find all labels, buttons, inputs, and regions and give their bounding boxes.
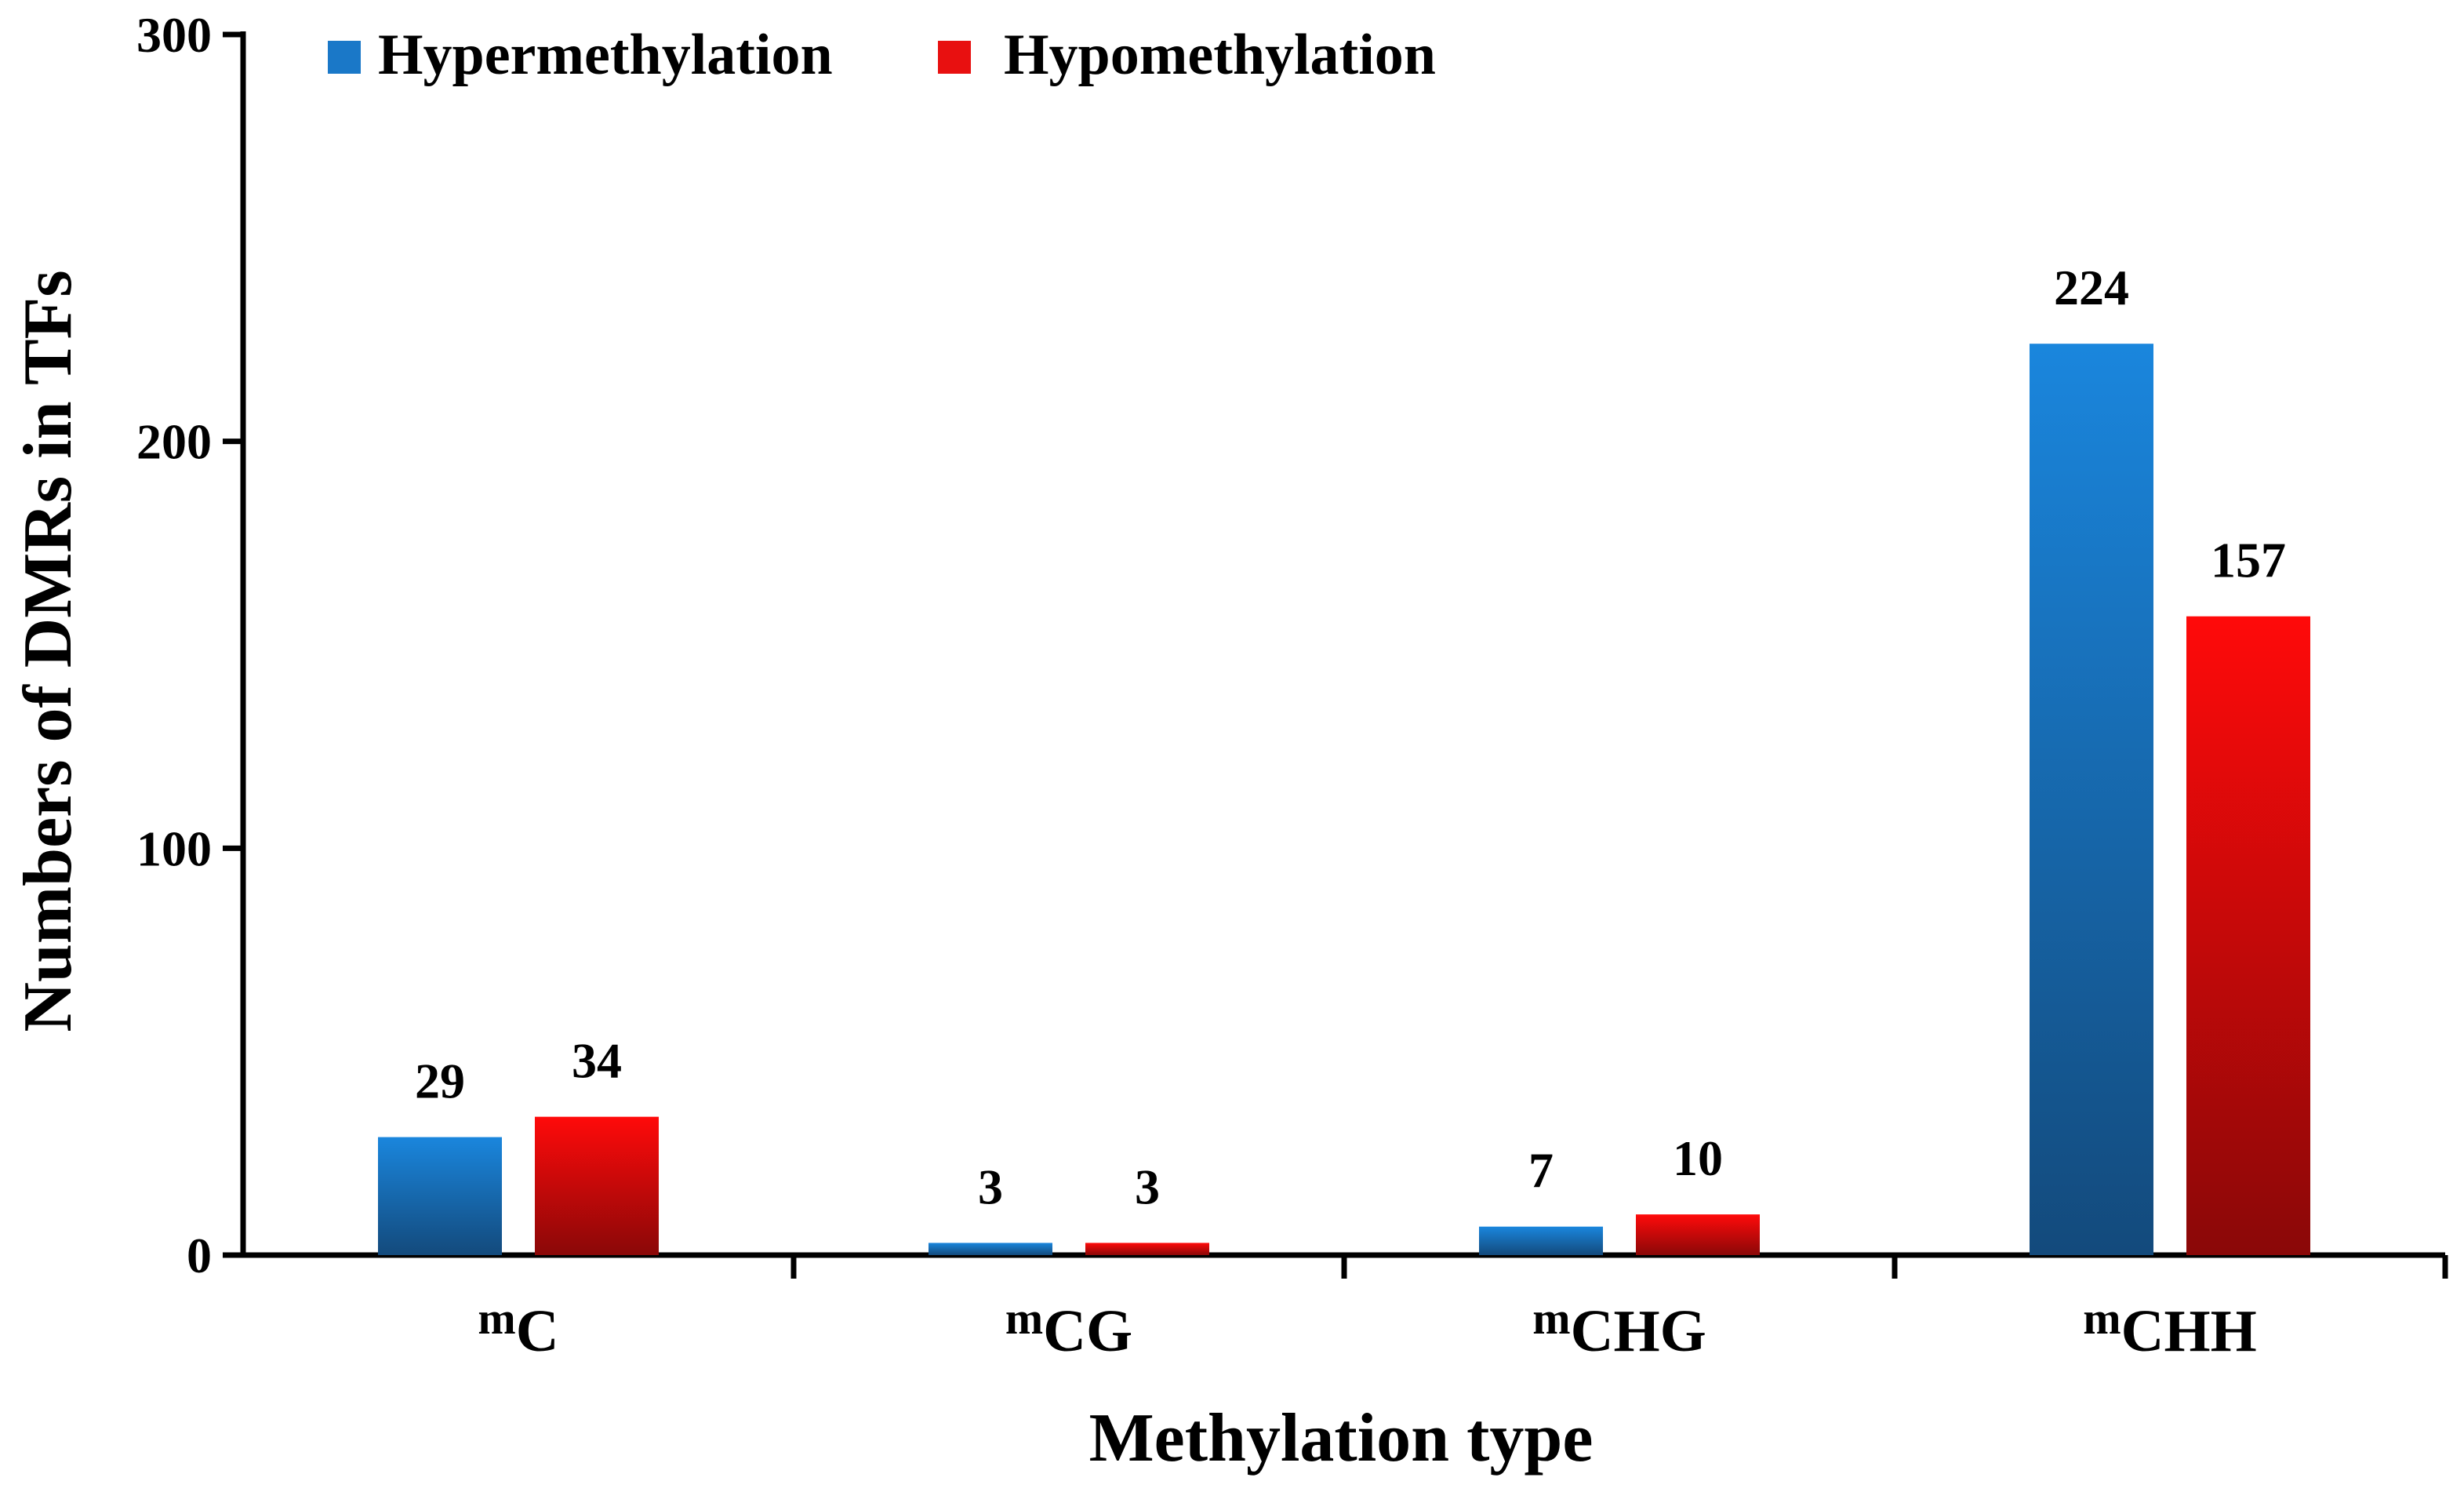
bar-hypomethylation: [535, 1116, 659, 1255]
bar-hypomethylation: [1636, 1214, 1760, 1255]
data-label: 34: [572, 1033, 622, 1089]
bar-hypomethylation: [2186, 616, 2310, 1255]
data-label: 7: [1528, 1143, 1554, 1199]
bar-hypermethylation: [1479, 1226, 1603, 1255]
legend: Hypermethylation Hypomethylation: [328, 23, 1436, 87]
bar-hypomethylation: [1085, 1243, 1209, 1255]
data-label: 10: [1673, 1130, 1723, 1186]
bar-hypermethylation: [378, 1137, 502, 1255]
y-tick-label: 200: [136, 414, 212, 470]
bar-hypermethylation: [929, 1243, 1052, 1255]
data-label: 3: [978, 1159, 1003, 1214]
legend-swatch-hypermethylation: [328, 41, 361, 74]
legend-swatch-hypomethylation: [938, 41, 971, 74]
y-tick-label: 300: [136, 7, 212, 63]
x-axis-title: Methylation type: [1089, 1400, 1594, 1476]
data-label: 157: [2211, 533, 2286, 588]
x-category-label: mCHG: [1532, 1293, 1706, 1364]
plot-area: 0 100 200 300 29 34 mC 3 3 mCG 7 10 mCHG 224 157 mCHH: [136, 7, 2448, 1364]
legend-label-hypomethylation: Hypomethylation: [1004, 23, 1436, 87]
y-tick-label: 0: [187, 1228, 212, 1283]
x-category-label: mC: [478, 1293, 558, 1364]
y-tick-label: 100: [136, 821, 212, 876]
x-category-label: mCG: [1005, 1293, 1132, 1364]
legend-label-hypermethylation: Hypermethylation: [378, 23, 833, 87]
y-axis-title: Numbers of DMRs in TFs: [10, 270, 86, 1032]
data-label: 224: [2054, 260, 2129, 315]
data-label: 29: [415, 1053, 465, 1109]
bar-hypermethylation: [2030, 344, 2153, 1256]
data-label: 3: [1135, 1159, 1160, 1214]
x-category-label: mCHH: [2083, 1293, 2256, 1364]
